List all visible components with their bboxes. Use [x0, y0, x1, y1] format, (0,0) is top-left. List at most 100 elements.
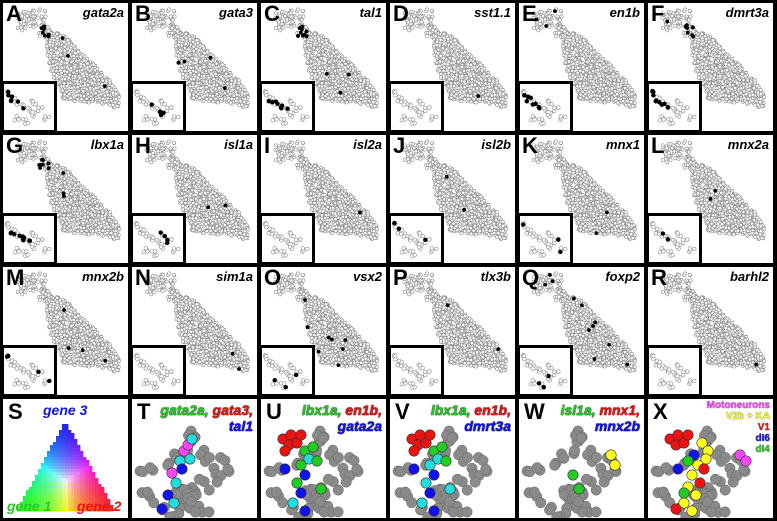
legend-entry: dI6 — [755, 433, 770, 444]
expressing-cell — [423, 237, 428, 243]
expressing-cell — [270, 99, 275, 105]
expressing-cell — [665, 237, 671, 242]
colored-cell — [295, 459, 307, 471]
inset-frame — [261, 81, 315, 131]
panel-letter: E — [522, 3, 537, 26]
expressing-cell — [657, 99, 662, 105]
colored-cell — [315, 483, 327, 495]
panel-letter: H — [135, 135, 151, 158]
colored-cell — [408, 463, 420, 475]
expressing-cell — [690, 25, 695, 30]
expressing-cell — [304, 34, 309, 39]
expressing-cell — [536, 381, 542, 386]
umap-plot — [4, 271, 121, 390]
colored-cell — [682, 429, 694, 441]
expressing-cell — [544, 24, 549, 28]
gene-label: isl2b — [481, 137, 511, 152]
colored-cell — [299, 505, 311, 517]
expressing-cell — [338, 90, 343, 95]
gene-triplet-label: lbx1a, en1b, dmrt3a — [430, 402, 511, 434]
expressing-cell — [592, 357, 597, 361]
expressing-cell — [546, 373, 551, 379]
panel-letter: U — [266, 399, 282, 424]
inset-frame — [390, 345, 444, 395]
expressing-cell — [340, 347, 345, 351]
inset-frame — [3, 345, 57, 395]
gene-label: vsx2 — [353, 269, 382, 284]
inset-frame — [519, 81, 573, 131]
expressing-cell — [558, 249, 563, 254]
panel-letter: N — [135, 267, 151, 290]
colored-cell — [444, 483, 456, 495]
expressing-cell — [548, 273, 552, 277]
gene-label: sim1a — [216, 269, 253, 284]
colored-cell — [168, 497, 180, 509]
colored-cell — [311, 455, 323, 467]
expressing-cell — [297, 26, 302, 31]
expressing-cell — [326, 335, 331, 340]
zoom-plot — [263, 425, 364, 518]
expressing-cell — [60, 36, 65, 41]
gene-label: isl1a — [224, 137, 253, 152]
gene-label: lbx1a — [90, 137, 124, 152]
colored-cell — [307, 441, 319, 453]
gene-label: foxp2 — [605, 269, 640, 284]
zoom-plot — [392, 425, 493, 518]
expressing-cell — [754, 362, 759, 367]
gene-label: sst1.1 — [474, 5, 511, 20]
expressing-cell — [541, 384, 546, 390]
colored-cell — [162, 489, 174, 501]
cell-type-legend: Motoneurons V2b + KA V1 dI6 dI4 — [707, 400, 770, 455]
expressing-cell — [651, 89, 656, 95]
panel-letter: B — [135, 3, 151, 26]
gene-triplet-label: gata2a, gata3, tal1 — [160, 402, 253, 434]
expressing-cell — [530, 102, 536, 107]
inset-frame — [519, 345, 573, 395]
expressing-cell — [46, 166, 51, 171]
colored-cell — [696, 437, 708, 449]
umap-plot — [392, 139, 508, 258]
umap-plot — [521, 271, 637, 390]
expressing-cell — [305, 325, 310, 330]
expressing-cell — [20, 234, 25, 239]
expressing-cell — [8, 231, 13, 236]
inset-frame — [519, 213, 573, 263]
expressing-cell — [665, 19, 670, 24]
expressing-cell — [324, 71, 329, 76]
expressing-cell — [304, 29, 309, 34]
panel-letter: K — [522, 135, 538, 158]
colored-cell — [428, 469, 440, 481]
gene-label: gata3 — [219, 5, 253, 20]
colored-cell — [440, 455, 452, 467]
panel-letter: R — [651, 267, 667, 290]
colored-cell — [428, 505, 440, 517]
umap-plot — [392, 7, 508, 126]
expressing-cell — [61, 171, 66, 175]
expressing-cell — [9, 94, 15, 99]
colored-cell — [291, 477, 303, 489]
umap-plot — [650, 7, 766, 126]
expressing-cell — [176, 60, 181, 65]
zoom-plot — [521, 425, 622, 518]
umap-plot — [5, 139, 121, 258]
legend-entry: dI4 — [755, 444, 770, 455]
colored-cell — [605, 449, 617, 461]
expressing-cell — [47, 378, 52, 384]
expressing-cell — [149, 102, 154, 107]
expressing-cell — [330, 337, 334, 342]
colored-cell — [156, 503, 168, 515]
expressing-cell — [279, 106, 284, 111]
colored-cell — [186, 433, 198, 445]
umap-plot — [263, 271, 379, 390]
panel-letter: W — [524, 399, 545, 424]
gene-label: mnx2b — [82, 269, 124, 284]
